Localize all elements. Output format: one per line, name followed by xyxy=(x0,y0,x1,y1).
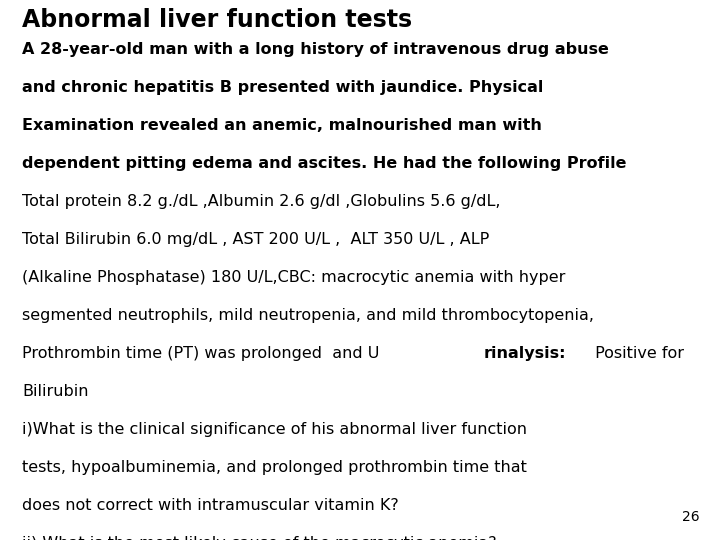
Text: tests, hypoalbuminemia, and prolonged prothrombin time that: tests, hypoalbuminemia, and prolonged pr… xyxy=(22,460,527,475)
Text: does not correct with intramuscular vitamin K?: does not correct with intramuscular vita… xyxy=(22,498,399,513)
Text: (Alkaline Phosphatase) 180 U/L,CBC: macrocytic anemia with hyper: (Alkaline Phosphatase) 180 U/L,CBC: macr… xyxy=(22,270,565,285)
Text: Examination revealed an anemic, malnourished man with: Examination revealed an anemic, malnouri… xyxy=(22,118,542,133)
Text: segmented neutrophils, mild neutropenia, and mild thrombocytopenia,: segmented neutrophils, mild neutropenia,… xyxy=(22,308,594,323)
Text: Bilirubin: Bilirubin xyxy=(22,384,89,399)
Text: Abnormal liver function tests: Abnormal liver function tests xyxy=(22,8,412,32)
Text: Prothrombin time (PT) was prolonged  and U: Prothrombin time (PT) was prolonged and … xyxy=(22,346,379,361)
Text: Total protein 8.2 g./dL ,Albumin 2.6 g/dl ,Globulins 5.6 g/dL,: Total protein 8.2 g./dL ,Albumin 2.6 g/d… xyxy=(22,194,500,209)
Text: i)What is the clinical significance of his abnormal liver function: i)What is the clinical significance of h… xyxy=(22,422,527,437)
Text: ii) What is the most likely cause of the macrocytic anemia?: ii) What is the most likely cause of the… xyxy=(22,536,497,540)
Text: Positive for: Positive for xyxy=(590,346,683,361)
Text: Total Bilirubin 6.0 mg/dL , AST 200 U/L ,  ALT 350 U/L , ALP: Total Bilirubin 6.0 mg/dL , AST 200 U/L … xyxy=(22,232,490,247)
Text: dependent pitting edema and ascites. He had the following Profile: dependent pitting edema and ascites. He … xyxy=(22,156,626,171)
Text: and chronic hepatitis B presented with jaundice. Physical: and chronic hepatitis B presented with j… xyxy=(22,80,544,95)
Text: A 28-year-old man with a long history of intravenous drug abuse: A 28-year-old man with a long history of… xyxy=(22,42,609,57)
Text: rinalysis:: rinalysis: xyxy=(483,346,566,361)
Text: 26: 26 xyxy=(683,510,700,524)
